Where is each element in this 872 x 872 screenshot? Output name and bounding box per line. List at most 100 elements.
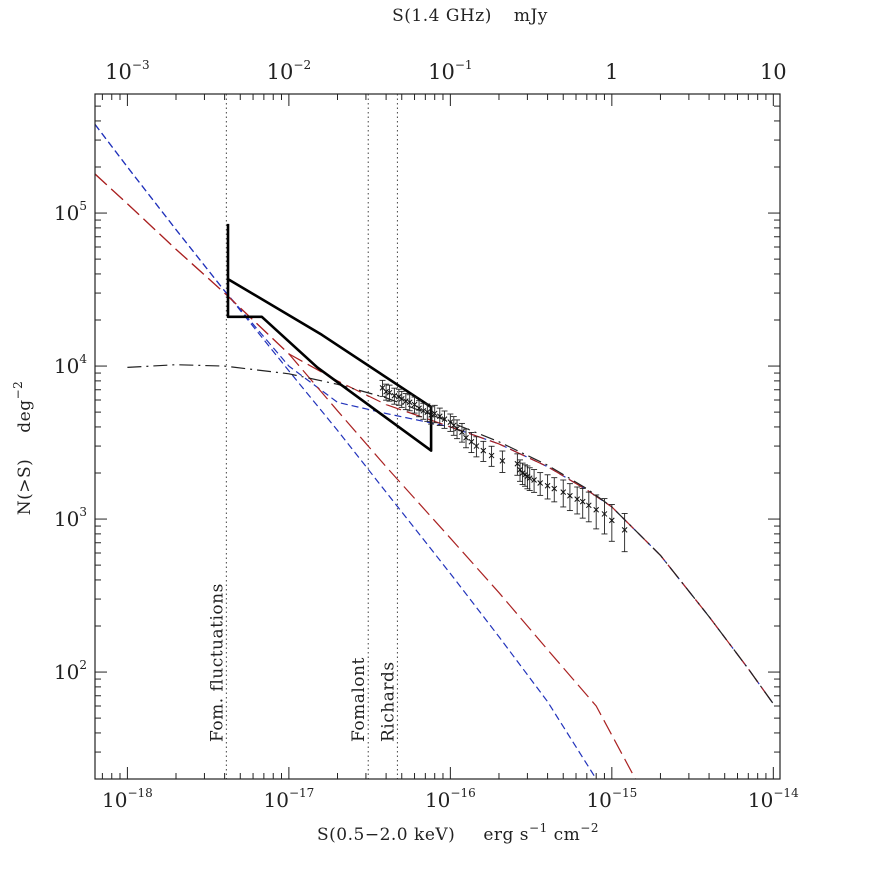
vertical-line-label-3: Richards: [378, 661, 398, 742]
plot-area: Fom. fluctuations Fomalont Richards: [95, 94, 774, 779]
series-2-dashed: [95, 124, 597, 779]
x-marker: [593, 506, 600, 513]
x-marker: [560, 489, 567, 495]
vertical-line-label-1: Fom. fluctuations: [207, 583, 227, 742]
series-6-solid-bold: [226, 223, 433, 452]
x-marker: [480, 447, 487, 454]
x-marker: [585, 502, 592, 509]
x-tick-label-3: 10−16: [425, 786, 476, 812]
x2-tick-label-3: 10−1: [428, 58, 472, 84]
x-marker: [499, 458, 506, 464]
x-marker: [459, 429, 465, 435]
data-point-38: [566, 483, 573, 512]
data-point-13: [428, 406, 435, 425]
x-tick-label-1: 10−18: [102, 786, 153, 812]
data-point-33: [531, 469, 538, 493]
data-point-34: [537, 472, 544, 496]
x2-tick-label-4: 1: [605, 60, 618, 84]
data-point-8: [406, 394, 413, 412]
y-tick-label-1: 102: [54, 658, 87, 684]
data-point-14: [431, 404, 438, 424]
x-marker: [574, 496, 581, 502]
x-marker: [463, 434, 469, 441]
data-point-4: [391, 387, 398, 405]
x-marker: [406, 399, 413, 406]
data-point-45: [621, 513, 628, 553]
x-marker: [420, 407, 427, 414]
data-point-44: [608, 504, 615, 542]
data-point-36: [551, 477, 558, 503]
plot-layer: Fom. fluctuations Fomalont Richards: [95, 94, 774, 779]
plot-frame: [94, 93, 781, 780]
data-point-26: [499, 450, 506, 473]
y-tick-label-4: 105: [54, 199, 87, 225]
x2-axis-label: S(1.4 GHz) mJy: [392, 6, 548, 26]
data-point-43: [601, 498, 608, 535]
x-marker: [544, 482, 551, 489]
x-marker: [416, 405, 422, 412]
series-5-dash-dot: [127, 364, 774, 705]
x-marker: [608, 517, 615, 524]
x-marker: [473, 443, 480, 449]
data-point-29: [519, 462, 526, 486]
data-point-16: [441, 410, 448, 429]
x-marker: [424, 409, 431, 415]
data-point-19: [454, 419, 461, 440]
x-marker: [383, 388, 389, 395]
y-axis-label: N(>S)deg−2: [11, 381, 35, 516]
data-point-18: [450, 416, 457, 436]
x-marker: [436, 413, 443, 420]
data-point-2: [383, 383, 390, 401]
data-point-37: [560, 479, 567, 508]
data-point-41: [585, 491, 592, 523]
x-marker: [551, 485, 558, 492]
x-marker: [526, 475, 533, 482]
x-marker: [488, 452, 495, 459]
x-marker: [567, 492, 573, 499]
x-marker: [396, 393, 402, 400]
x-marker: [537, 480, 544, 486]
x-tick-label-2: 10−17: [263, 786, 314, 812]
y-tick-label-2: 103: [54, 505, 87, 531]
data-point-3: [386, 384, 393, 402]
x-marker: [531, 477, 537, 483]
x-marker: [391, 392, 398, 399]
y-tick-label-3: 104: [54, 352, 87, 378]
x-marker: [621, 527, 628, 533]
data-point-15: [436, 407, 443, 426]
x-marker: [601, 511, 608, 517]
data-point-39: [574, 486, 581, 515]
x-marker: [468, 438, 475, 445]
vertical-line-label-2: Fomalont: [349, 657, 369, 742]
x-marker: [431, 410, 438, 417]
data-point-35: [544, 474, 551, 500]
data-point-25: [488, 445, 495, 467]
x-marker: [514, 460, 521, 467]
data-point-24: [480, 440, 487, 462]
data-point-22: [468, 432, 475, 454]
data-point-11: [420, 402, 427, 420]
x-tick-label-4: 10−15: [586, 786, 637, 812]
x-marker: [454, 425, 460, 432]
data-point-10: [416, 400, 423, 418]
data-point-42: [593, 494, 600, 530]
x-axis-label: S(0.5−2.0 keV) erg s−1 cm−2: [317, 821, 599, 845]
x-marker: [398, 396, 405, 402]
x-marker: [411, 401, 418, 408]
data-point-9: [411, 396, 418, 414]
data-point-6: [398, 390, 405, 408]
x-marker: [579, 498, 586, 505]
series-4-long-dashed: [95, 173, 636, 779]
data-point-21: [463, 428, 470, 449]
x-marker: [441, 416, 448, 422]
axis-layer: 10−18 10−17 10−16 10−15 10−14 102 103 104 105 10−…: [54, 58, 799, 812]
x-marker: [386, 389, 393, 396]
x2-tick-label-1: 10−3: [105, 58, 149, 84]
x2-tick-label-2: 10−2: [267, 58, 311, 84]
x-marker: [519, 470, 526, 476]
x-marker: [428, 411, 434, 418]
data-point-32: [526, 467, 533, 492]
data-point-5: [395, 388, 402, 406]
